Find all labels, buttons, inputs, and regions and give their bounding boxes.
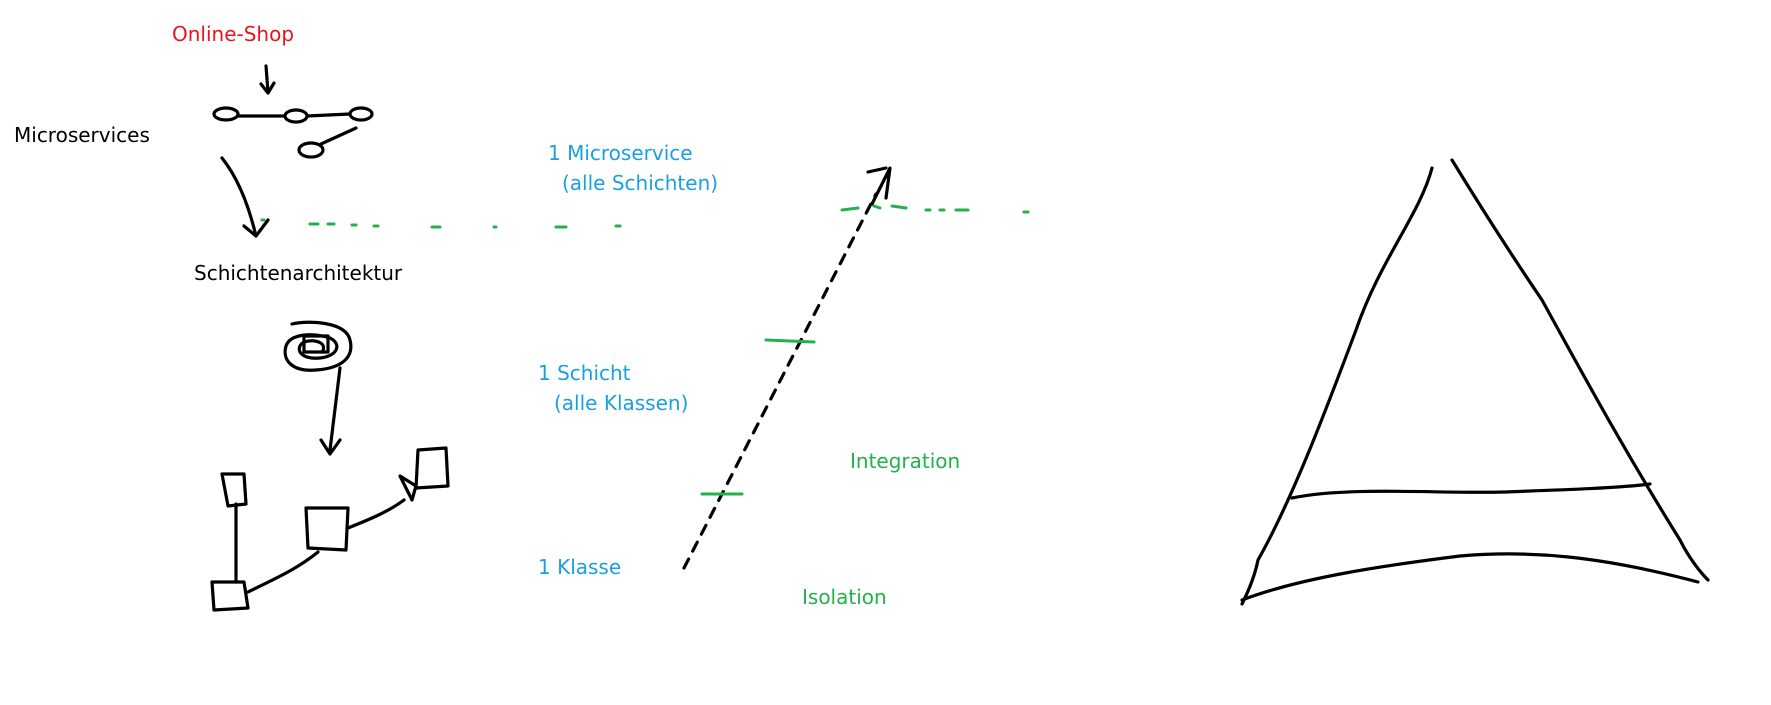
microservice-node [283,108,309,124]
alle-klassen-label: (alle Klassen) [554,391,689,415]
microservices-label: Microservices [14,123,150,147]
schichtenarchitektur-label: Schichtenarchitektur [194,261,403,285]
integration-label: Integration [850,449,961,473]
one-klasse-label: 1 Klasse [538,555,622,579]
one-schicht-label: 1 Schicht [538,361,631,385]
microservice-node [348,106,374,122]
test-pyramid [1240,158,1710,606]
arrow-microservices-to-layers [220,156,270,238]
class-node [414,446,450,490]
isolation-label: Isolation [802,585,887,609]
arrow-online-shop-to-microservices [259,64,276,95]
class-node [304,506,350,552]
class-node [220,472,248,508]
separator-top-right [840,204,1030,214]
alle-schichten-label: (alle Schichten) [562,171,719,195]
class-node [210,580,250,612]
separator-top-left [260,218,622,229]
microservice-node [212,106,240,122]
layer-scribble [283,320,353,372]
online-shop-label: Online-Shop [172,22,295,46]
arrow-layers-to-classes [319,366,342,456]
microservice-node [297,141,325,159]
microservice-graph [212,106,374,159]
class-graph [210,446,450,612]
integration-axis [682,166,892,570]
one-microservice-label: 1 Microservice [548,141,693,165]
